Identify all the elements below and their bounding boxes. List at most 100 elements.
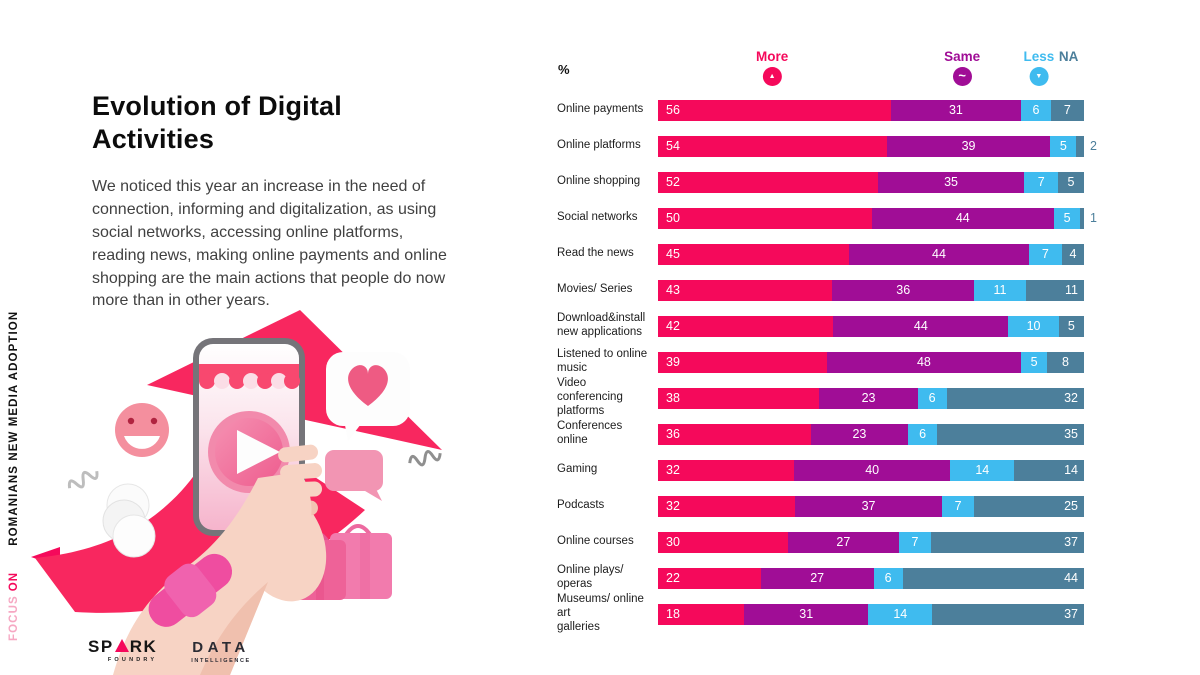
legend-item-more: More ▲ (756, 50, 788, 86)
segment-value: 48 (916, 354, 931, 369)
segment-value: 44 (932, 246, 946, 261)
segment-value: 44 (955, 210, 970, 225)
row-label: Movies/ Series (557, 283, 633, 296)
bar-segment-same: 44 (833, 315, 1009, 337)
stacked-bar: 45 44 7 4 (658, 243, 1084, 265)
row-label: Listened to online music (557, 348, 648, 374)
stacked-bar: 32 40 14 14 (658, 459, 1084, 481)
stacked-bar: 54 39 5 (658, 135, 1084, 157)
row-label: Read the news (557, 247, 634, 260)
bar-segment-less: 5 (1050, 135, 1077, 157)
row-label: Download&install new applications (557, 312, 646, 338)
squiggle-right-icon (408, 450, 442, 467)
arrow-down-icon: ▼ (1029, 66, 1049, 86)
segment-value: 39 (961, 138, 976, 153)
segment-value: 6 (928, 390, 936, 405)
bar-segment-less: 6 (917, 387, 947, 409)
segment-value: 56 (666, 102, 680, 117)
chart-row: Gaming 32 40 14 14 (557, 452, 1157, 488)
bar-segment-na: 37 (931, 531, 1084, 553)
segment-value: 27 (810, 570, 825, 585)
chart-row: Movies/ Series 43 36 11 11 (557, 272, 1157, 308)
chart-rows: Online payments 56 31 6 7 Online platforms 54 3… (557, 92, 1157, 633)
percent-axis-label: % (558, 62, 570, 77)
chart-row: Online courses 30 27 7 37 (557, 524, 1157, 560)
bar-segment-more: 36 (658, 423, 811, 445)
bar-segment-same: 36 (832, 279, 975, 301)
tilde-icon: ~ (952, 66, 972, 86)
bar-segment-more: 50 (658, 207, 872, 229)
chart-legend: More ▲ Same ~ Less ▼ NA (658, 50, 1084, 92)
segment-value: 45 (666, 246, 680, 261)
bar-segment-na: 37 (932, 603, 1084, 625)
spark-triangle-icon (114, 639, 129, 652)
segment-value: 7 (954, 498, 962, 513)
segment-value: 18 (666, 606, 680, 621)
watch-icon (148, 553, 233, 627)
legend-label: Same (944, 49, 981, 64)
row-label: Online plays/ operas (557, 564, 624, 590)
segment-value: 39 (666, 354, 680, 369)
bar-segment-na (1080, 207, 1084, 229)
segment-value: 11 (1065, 282, 1079, 297)
bar-segment-less: 14 (868, 603, 933, 625)
chart-row: Online payments 56 31 6 7 (557, 92, 1157, 128)
bar-segment-same: 48 (826, 351, 1022, 373)
stacked-bar-chart: % More ▲ Same ~ Less ▼ NA Online payments 56 31 6… (557, 50, 1157, 633)
bar-segment-less: 7 (898, 531, 931, 553)
segment-value: 44 (1064, 570, 1078, 585)
bar-segment-na: 8 (1046, 351, 1084, 373)
segment-value: 25 (1064, 498, 1078, 513)
segment-value: 10 (1026, 318, 1041, 333)
segment-value: 5 (1059, 138, 1067, 153)
segment-value: 31 (799, 606, 814, 621)
bar-segment-less: 10 (1008, 315, 1059, 337)
chat-bubble-icon (325, 450, 383, 501)
bar-segment-more: 56 (658, 99, 891, 121)
segment-value: 36 (666, 426, 680, 441)
bar-segment-same: 37 (795, 495, 943, 517)
legend-item-na: NA (1059, 50, 1079, 64)
legend-item-less: Less ▼ (1023, 50, 1054, 86)
tagline-rest: ROMANIANS NEW MEDIA ADOPTION (8, 310, 20, 546)
outside-value: 1 (1090, 211, 1097, 225)
row-label: Online payments (557, 103, 644, 116)
bar-segment-na: 11 (1026, 279, 1084, 301)
segment-value: 14 (975, 462, 990, 477)
bar-segment-na: 32 (946, 387, 1084, 409)
bar-segment-less: 6 (873, 567, 903, 589)
bar-segment-less: 6 (1021, 99, 1051, 121)
stacked-bar: 52 35 7 5 (658, 171, 1084, 193)
segment-value: 40 (865, 462, 880, 477)
segment-value: 5 (1063, 210, 1071, 225)
row-label: Online shopping (557, 175, 641, 188)
stacked-bar: 42 44 10 5 (658, 315, 1084, 337)
data-intelligence-logo: DATA INTELLIGENCE (191, 640, 251, 664)
segment-value: 7 (911, 534, 919, 549)
bar-segment-more: 54 (658, 135, 887, 157)
bar-segment-na: 25 (974, 495, 1084, 517)
squiggle-left-icon (67, 470, 99, 489)
bar-segment-na: 7 (1050, 99, 1084, 121)
data-wordmark: DATA (192, 639, 250, 656)
heart-bubble-icon (326, 352, 410, 441)
segment-value: 54 (666, 138, 680, 153)
segment-value: 14 (893, 606, 908, 621)
bar-segment-same: 27 (787, 531, 899, 553)
bar-segment-same: 27 (760, 567, 874, 589)
chart-row: Online plays/ operas 22 27 6 44 (557, 560, 1157, 596)
stacked-bar: 50 44 5 (658, 207, 1084, 229)
bar-segment-na (1076, 135, 1084, 157)
segment-value: 6 (884, 570, 892, 585)
bar-segment-na: 14 (1014, 459, 1084, 481)
legend-label: Less (1023, 49, 1055, 64)
segment-value: 7 (1041, 246, 1049, 261)
vertical-tagline: FOCUS ON ROMANIANS NEW MEDIA ADOPTION (8, 311, 20, 641)
legend-label: NA (1058, 49, 1079, 64)
tagline-on: ON (8, 571, 20, 592)
bar-segment-more: 32 (658, 495, 796, 517)
stacked-bar: 30 27 7 37 (658, 531, 1084, 553)
segment-value: 23 (852, 426, 867, 441)
chart-row: Museums/ online art galleries 18 31 14 37 (557, 593, 1157, 633)
